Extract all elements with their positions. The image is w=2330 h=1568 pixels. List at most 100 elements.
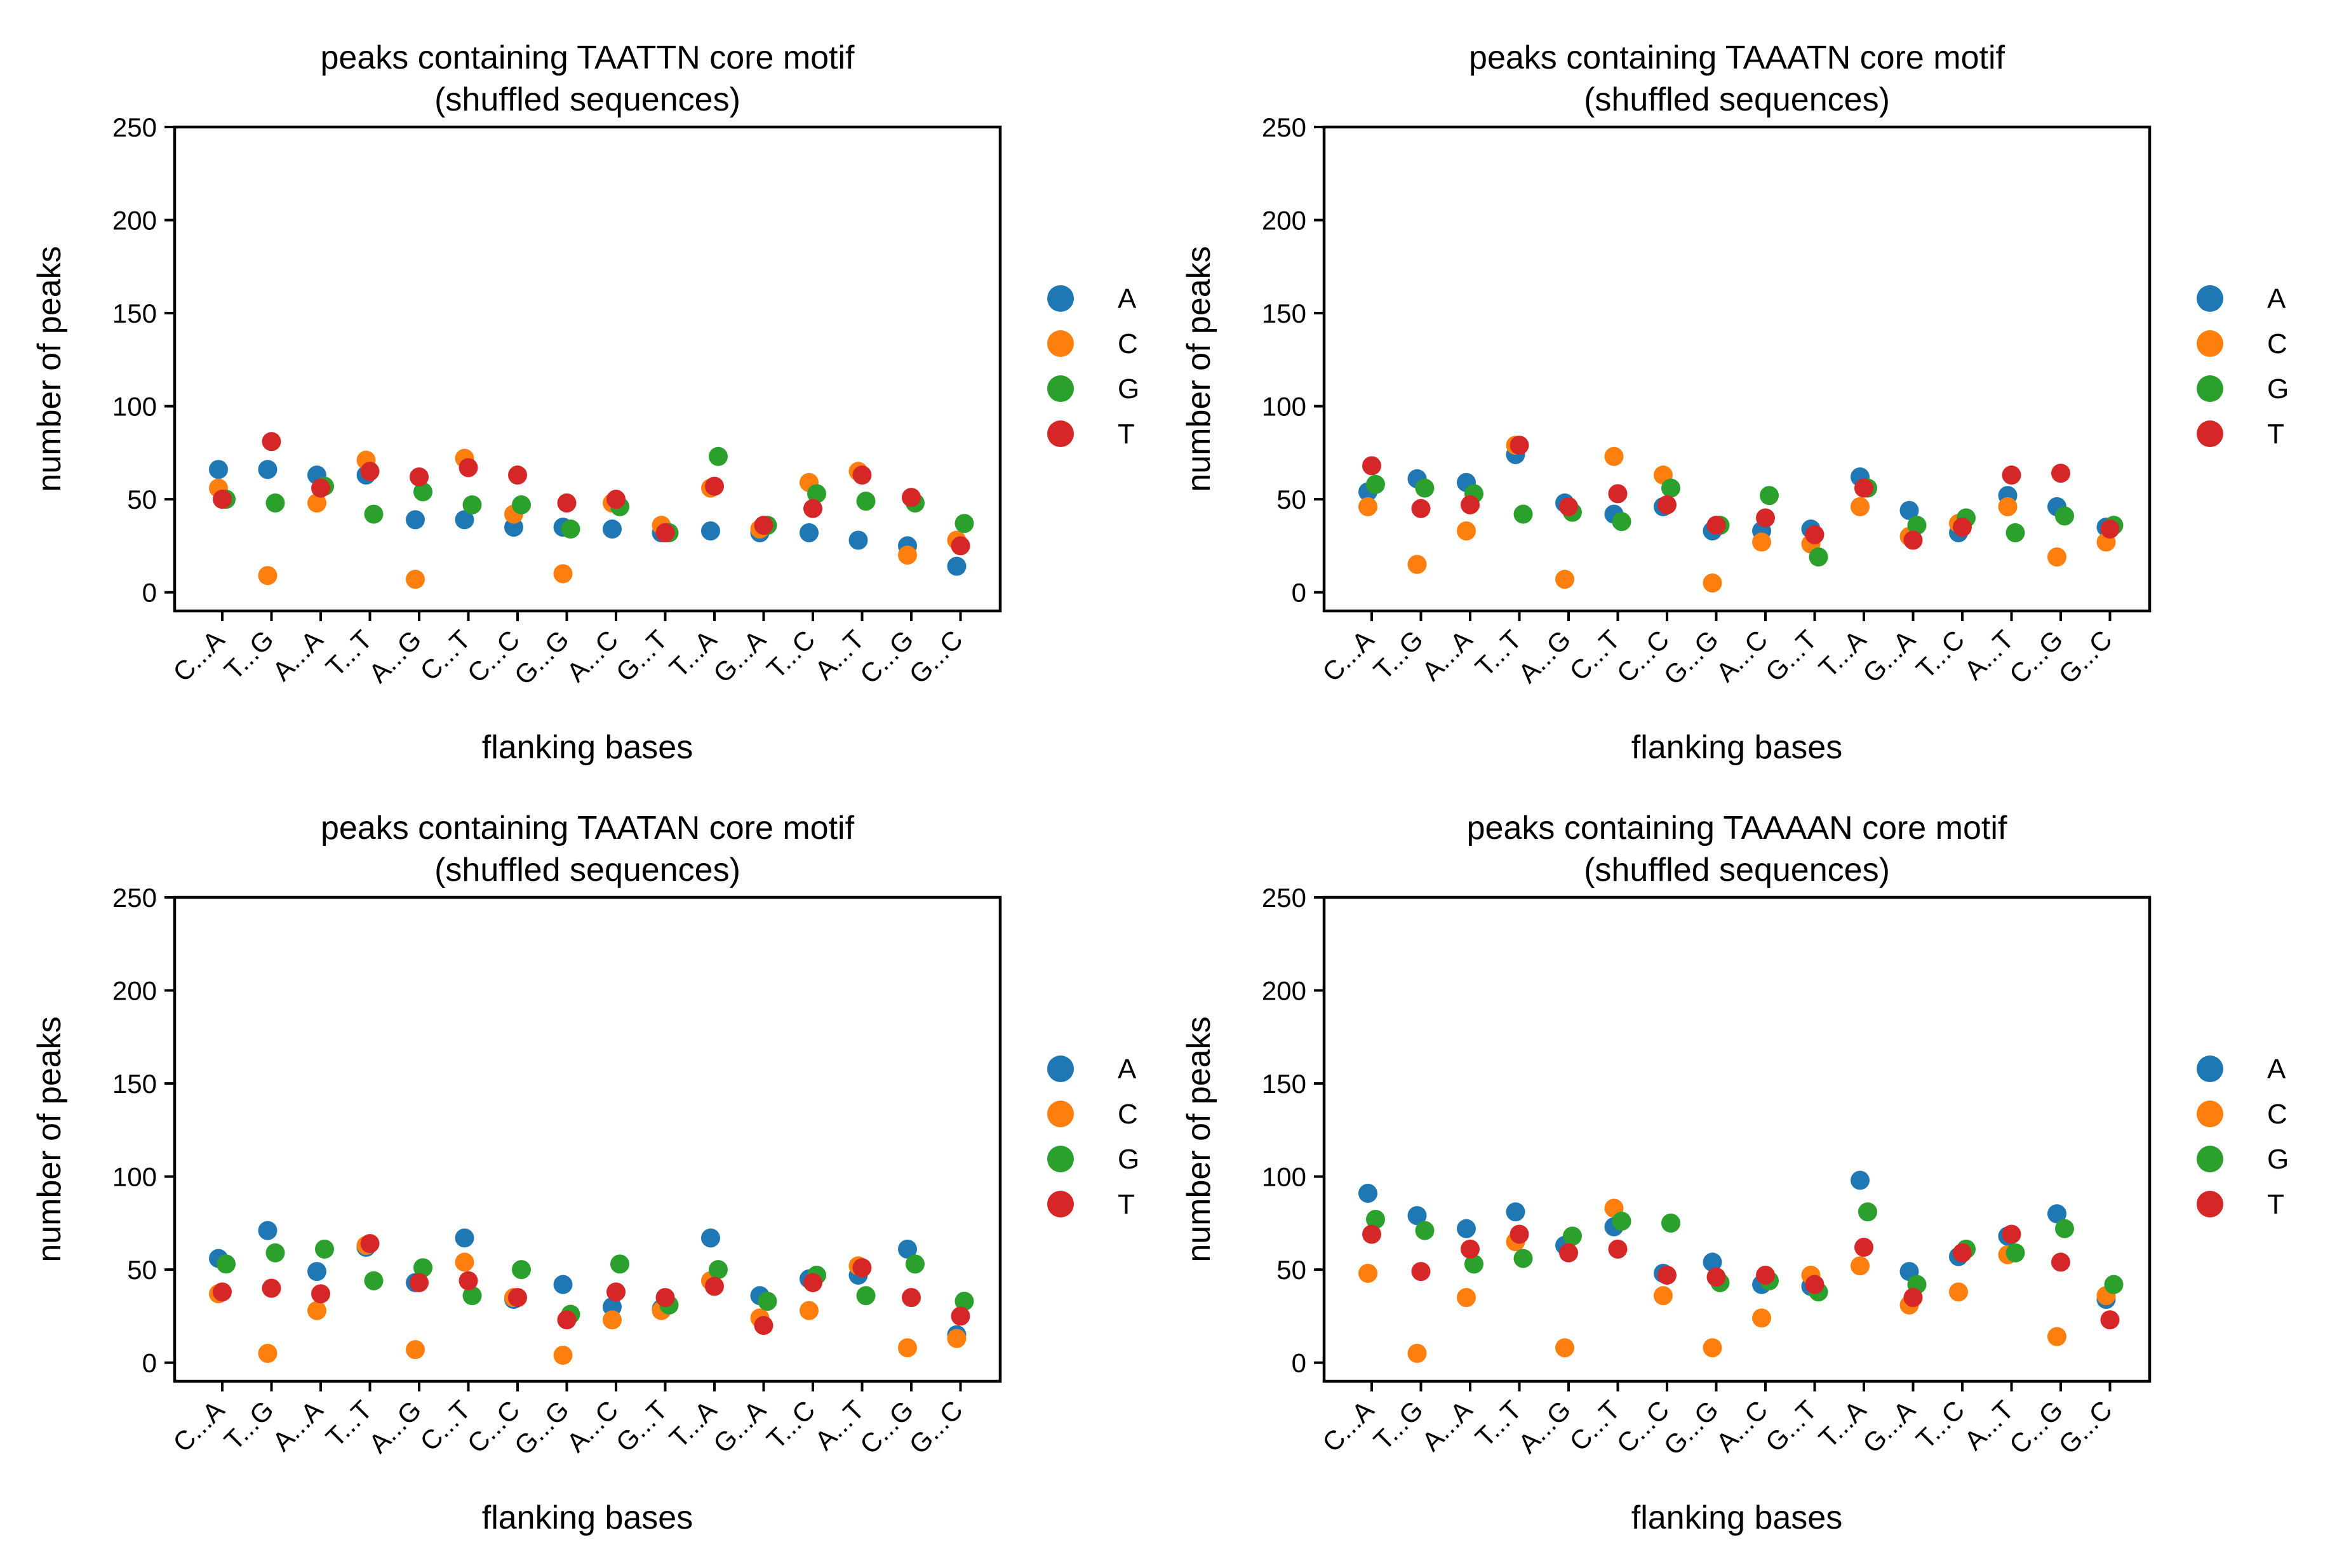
point-T: [852, 1258, 872, 1278]
point-T: [410, 467, 429, 486]
point-G: [1366, 1210, 1385, 1230]
y-axis-label: number of peaks: [31, 1016, 68, 1262]
point-A: [1703, 1252, 1722, 1272]
point-G: [709, 446, 728, 466]
legend-marker-G: [1047, 375, 1074, 402]
y-tick-label: 50: [1276, 1255, 1306, 1285]
point-A: [209, 460, 228, 479]
point-G: [954, 514, 974, 533]
point-T: [1854, 1237, 1873, 1257]
point-G: [512, 495, 531, 514]
point-T: [1805, 525, 1824, 544]
x-tick-label: T...G: [1368, 1395, 1429, 1456]
x-tick-label: A...C: [1710, 624, 1773, 687]
y-tick-label: 250: [112, 112, 157, 142]
legend-label-A: A: [2267, 1054, 2286, 1085]
legend-marker-C: [2197, 330, 2223, 357]
point-G: [512, 1260, 531, 1280]
legend-label-C: C: [2267, 1099, 2287, 1130]
y-tick-label: 0: [142, 578, 157, 608]
point-G: [1809, 547, 1828, 567]
point-T: [1756, 508, 1775, 528]
point-A: [603, 1297, 622, 1317]
x-tick-label: T...C: [761, 624, 820, 684]
x-tick-label: C...A: [167, 624, 230, 687]
y-tick-label: 100: [1262, 1162, 1306, 1192]
x-tick-label: A...T: [809, 1395, 870, 1456]
plot-area-frame: [173, 125, 1002, 613]
point-C: [1949, 1282, 1968, 1302]
y-tick-label: 50: [127, 485, 157, 514]
point-T: [2100, 1310, 2120, 1330]
point-C: [1998, 497, 2018, 516]
point-T: [705, 1277, 724, 1296]
legend-label-A: A: [1118, 283, 1137, 314]
point-T: [1953, 518, 1972, 537]
point-C: [800, 1301, 819, 1320]
x-tick-label: C...T: [414, 624, 476, 687]
point-C: [307, 493, 326, 513]
legend-label-T: T: [1118, 419, 1135, 450]
point-C: [1703, 1338, 1722, 1358]
x-tick-label: G...G: [509, 1395, 575, 1461]
chart-title-line: (shuffled sequences): [1584, 81, 1890, 118]
x-axis-label: flanking bases: [482, 1499, 693, 1536]
point-G: [1661, 1213, 1680, 1233]
point-T: [360, 462, 380, 481]
x-tick-label: A...G: [1512, 1395, 1576, 1459]
point-C: [258, 566, 278, 586]
y-tick-label: 150: [112, 298, 157, 328]
point-G: [610, 1254, 629, 1274]
legend-label-G: G: [2267, 1144, 2289, 1175]
x-tick-label: A...A: [1416, 624, 1478, 687]
x-tick-label: G...T: [1760, 624, 1823, 687]
point-T: [1706, 516, 1726, 535]
point-T: [1461, 495, 1480, 514]
point-T: [459, 458, 478, 478]
x-tick-label: C...A: [167, 1395, 230, 1457]
point-G: [315, 1239, 334, 1259]
point-G: [1464, 1254, 1483, 1274]
point-G: [413, 1258, 432, 1278]
point-T: [1657, 495, 1677, 514]
point-G: [2055, 506, 2074, 526]
y-tick-label: 50: [127, 1255, 157, 1285]
y-tick-label: 250: [112, 883, 157, 913]
x-axis-label: flanking bases: [1631, 729, 1842, 766]
legend-marker-C: [1047, 1101, 1074, 1127]
x-tick-label: C...T: [1563, 1395, 1626, 1457]
point-G: [1513, 504, 1533, 524]
point-C: [1358, 1264, 1377, 1283]
legend-label-G: G: [2267, 373, 2289, 405]
y-tick-label: 0: [142, 1348, 157, 1378]
x-tick-label: G...A: [707, 624, 772, 688]
legend-label-C: C: [1118, 328, 1138, 359]
point-A: [553, 1275, 573, 1294]
point-T: [1559, 497, 1578, 516]
point-A: [258, 460, 278, 479]
chart-panel-1: peaks containing TAATTN core motif (shuff…: [31, 39, 1139, 766]
point-T: [1411, 499, 1431, 518]
point-T: [1706, 1267, 1726, 1287]
legend-label-C: C: [1118, 1099, 1138, 1130]
point-A: [1899, 500, 1919, 520]
point-G: [1415, 1221, 1435, 1240]
point-C: [1654, 1286, 1673, 1306]
point-A: [1358, 1183, 1377, 1203]
x-tick-label: G...C: [903, 1395, 968, 1460]
legend-marker-A: [2197, 285, 2223, 312]
x-tick-label: A...T: [1958, 1395, 2019, 1456]
point-A: [1407, 1206, 1427, 1226]
point-G: [1513, 1249, 1533, 1268]
point-G: [856, 1286, 876, 1306]
point-C: [1555, 1338, 1574, 1358]
point-G: [2005, 523, 2025, 542]
y-tick-label: 150: [1262, 1069, 1306, 1099]
legend-label-T: T: [2267, 419, 2284, 450]
point-T: [655, 1288, 675, 1308]
x-tick-label: G...C: [903, 624, 968, 690]
x-tick-label: G...T: [1760, 1395, 1823, 1457]
point-T: [1362, 1224, 1381, 1244]
point-C: [1457, 521, 1476, 540]
